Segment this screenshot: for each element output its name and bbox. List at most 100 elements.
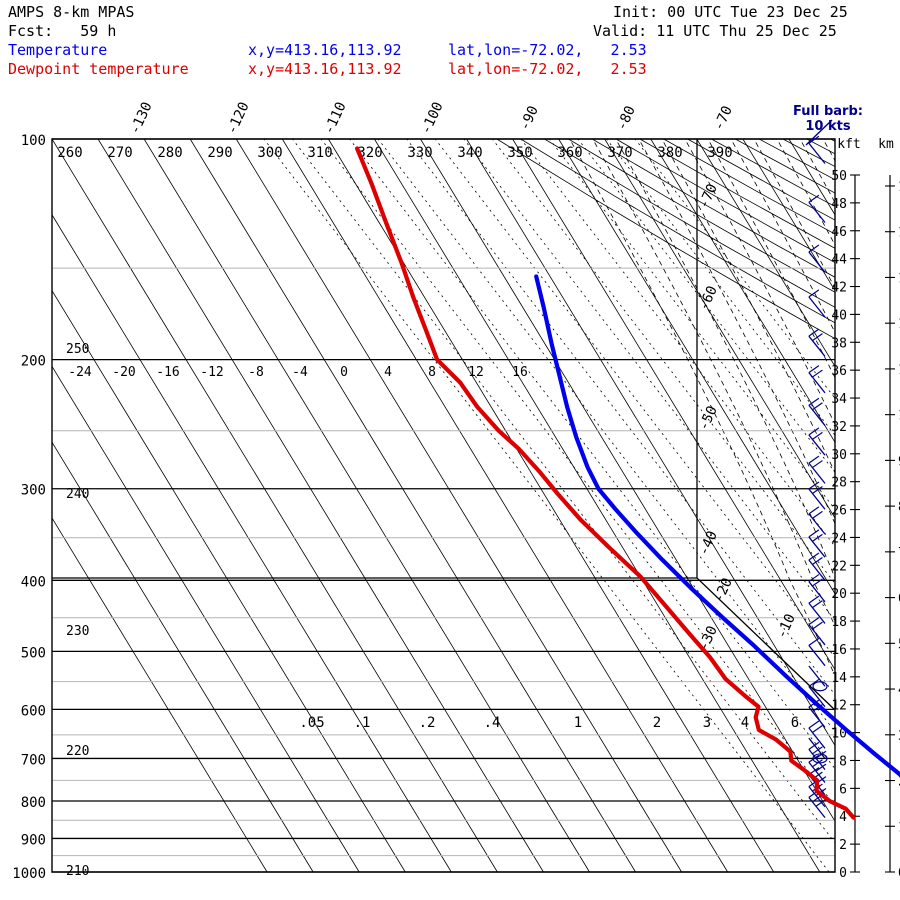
svg-text:2.: 2. — [898, 775, 900, 790]
wind-barb — [808, 488, 826, 510]
svg-text:900: 900 — [21, 832, 46, 848]
svg-text:-90: -90 — [517, 103, 542, 133]
svg-text:16: 16 — [512, 365, 528, 380]
svg-text:28: 28 — [831, 476, 847, 491]
temperature-trace[interactable] — [534, 274, 900, 817]
svg-text:4: 4 — [839, 810, 847, 825]
svg-text:240: 240 — [66, 487, 89, 502]
svg-text:-80: -80 — [614, 103, 639, 133]
svg-text:34: 34 — [831, 392, 847, 407]
dewpoint-legend-label: Dewpoint temperature — [8, 60, 189, 78]
svg-text:-50: -50 — [696, 403, 721, 433]
wind-barb — [808, 434, 826, 456]
svg-text:9.: 9. — [898, 454, 900, 469]
wind-barb — [808, 581, 826, 603]
svg-text:-70: -70 — [696, 181, 721, 211]
svg-text:0.: 0. — [898, 866, 900, 881]
svg-text:4: 4 — [741, 715, 749, 731]
svg-text:220: 220 — [66, 744, 89, 759]
svg-text:2: 2 — [653, 715, 661, 731]
svg-text:340: 340 — [457, 145, 482, 161]
valid-time: Valid: 11 UTC Thu 25 Dec 25 — [593, 22, 837, 40]
svg-text:16: 16 — [831, 643, 847, 658]
wind-barb — [808, 737, 826, 759]
svg-text:20: 20 — [831, 587, 847, 602]
svg-text:-12: -12 — [200, 365, 223, 380]
svg-text:km: km — [878, 137, 894, 152]
svg-text:330: 330 — [407, 145, 432, 161]
forecast-hour: Fcst: 59 h — [8, 22, 117, 40]
wind-barb — [808, 602, 826, 624]
init-time: Init: 00 UTC Tue 23 Dec 25 — [613, 3, 848, 21]
barb-legend-line1: Full barb: — [793, 104, 863, 119]
svg-text:-130: -130 — [127, 100, 156, 137]
svg-text:-70: -70 — [711, 103, 736, 133]
svg-text:10: 10 — [831, 727, 847, 742]
svg-text:12: 12 — [468, 365, 484, 380]
svg-text:350: 350 — [507, 145, 532, 161]
svg-text:3: 3 — [703, 715, 711, 731]
svg-text:310: 310 — [307, 145, 332, 161]
svg-text:3.: 3. — [898, 729, 900, 744]
svg-text:380: 380 — [657, 145, 682, 161]
svg-text:-120: -120 — [224, 100, 253, 137]
svg-text:44: 44 — [831, 253, 847, 268]
svg-text:.4: .4 — [484, 715, 501, 731]
svg-text:12: 12 — [831, 699, 847, 714]
svg-text:300: 300 — [21, 483, 46, 499]
wind-barb — [808, 513, 826, 535]
svg-text:320: 320 — [357, 145, 382, 161]
svg-text:-100: -100 — [418, 100, 447, 137]
svg-text:-110: -110 — [321, 100, 350, 137]
svg-text:18: 18 — [831, 615, 847, 630]
svg-text:10.: 10. — [898, 409, 900, 424]
barb-legend-line2: 10 kts — [805, 119, 850, 134]
barb-legend: Full barb:10 kts — [793, 104, 863, 146]
svg-text:200: 200 — [21, 354, 46, 370]
svg-text:1: 1 — [574, 715, 582, 731]
svg-text:46: 46 — [831, 225, 847, 240]
svg-text:14.: 14. — [898, 226, 900, 241]
svg-text:42: 42 — [831, 281, 847, 296]
svg-text:26: 26 — [831, 504, 847, 519]
svg-text:500: 500 — [21, 645, 46, 661]
svg-text:270: 270 — [107, 145, 132, 161]
svg-text:12.: 12. — [898, 317, 900, 332]
svg-text:48: 48 — [831, 197, 847, 212]
svg-text:.1: .1 — [354, 715, 371, 731]
temperature-latlon: lat,lon=-72.02, 2.53 — [448, 41, 647, 59]
wind-barb — [808, 624, 826, 646]
svg-text:-60: -60 — [696, 283, 721, 313]
svg-text:260: 260 — [57, 145, 82, 161]
svg-text:360: 360 — [557, 145, 582, 161]
svg-text:100: 100 — [21, 133, 46, 149]
svg-text:370: 370 — [607, 145, 632, 161]
svg-text:800: 800 — [21, 795, 46, 811]
svg-text:-40: -40 — [696, 528, 721, 558]
svg-text:230: 230 — [66, 624, 89, 639]
svg-text:5.: 5. — [898, 637, 900, 652]
svg-text:300: 300 — [257, 145, 282, 161]
svg-text:290: 290 — [207, 145, 232, 161]
wind-barb — [808, 462, 826, 484]
dewpoint-trace[interactable] — [355, 146, 856, 820]
svg-text:-24: -24 — [68, 365, 92, 380]
svg-text:6: 6 — [791, 715, 799, 731]
svg-text:38: 38 — [831, 336, 847, 351]
wind-barb-column — [808, 135, 828, 819]
wind-barb — [808, 796, 826, 819]
wind-barb — [808, 727, 826, 749]
svg-text:15.: 15. — [898, 180, 900, 195]
svg-text:kft: kft — [837, 137, 860, 152]
svg-text:-4: -4 — [292, 365, 308, 380]
svg-text:-16: -16 — [156, 365, 179, 380]
svg-text:22: 22 — [831, 559, 847, 574]
svg-text:36: 36 — [831, 364, 847, 379]
svg-text:-8: -8 — [248, 365, 264, 380]
svg-text:700: 700 — [21, 752, 46, 768]
svg-text:1000: 1000 — [12, 866, 46, 882]
svg-text:40: 40 — [831, 308, 847, 323]
dewpoint-latlon: lat,lon=-72.02, 2.53 — [448, 60, 647, 78]
